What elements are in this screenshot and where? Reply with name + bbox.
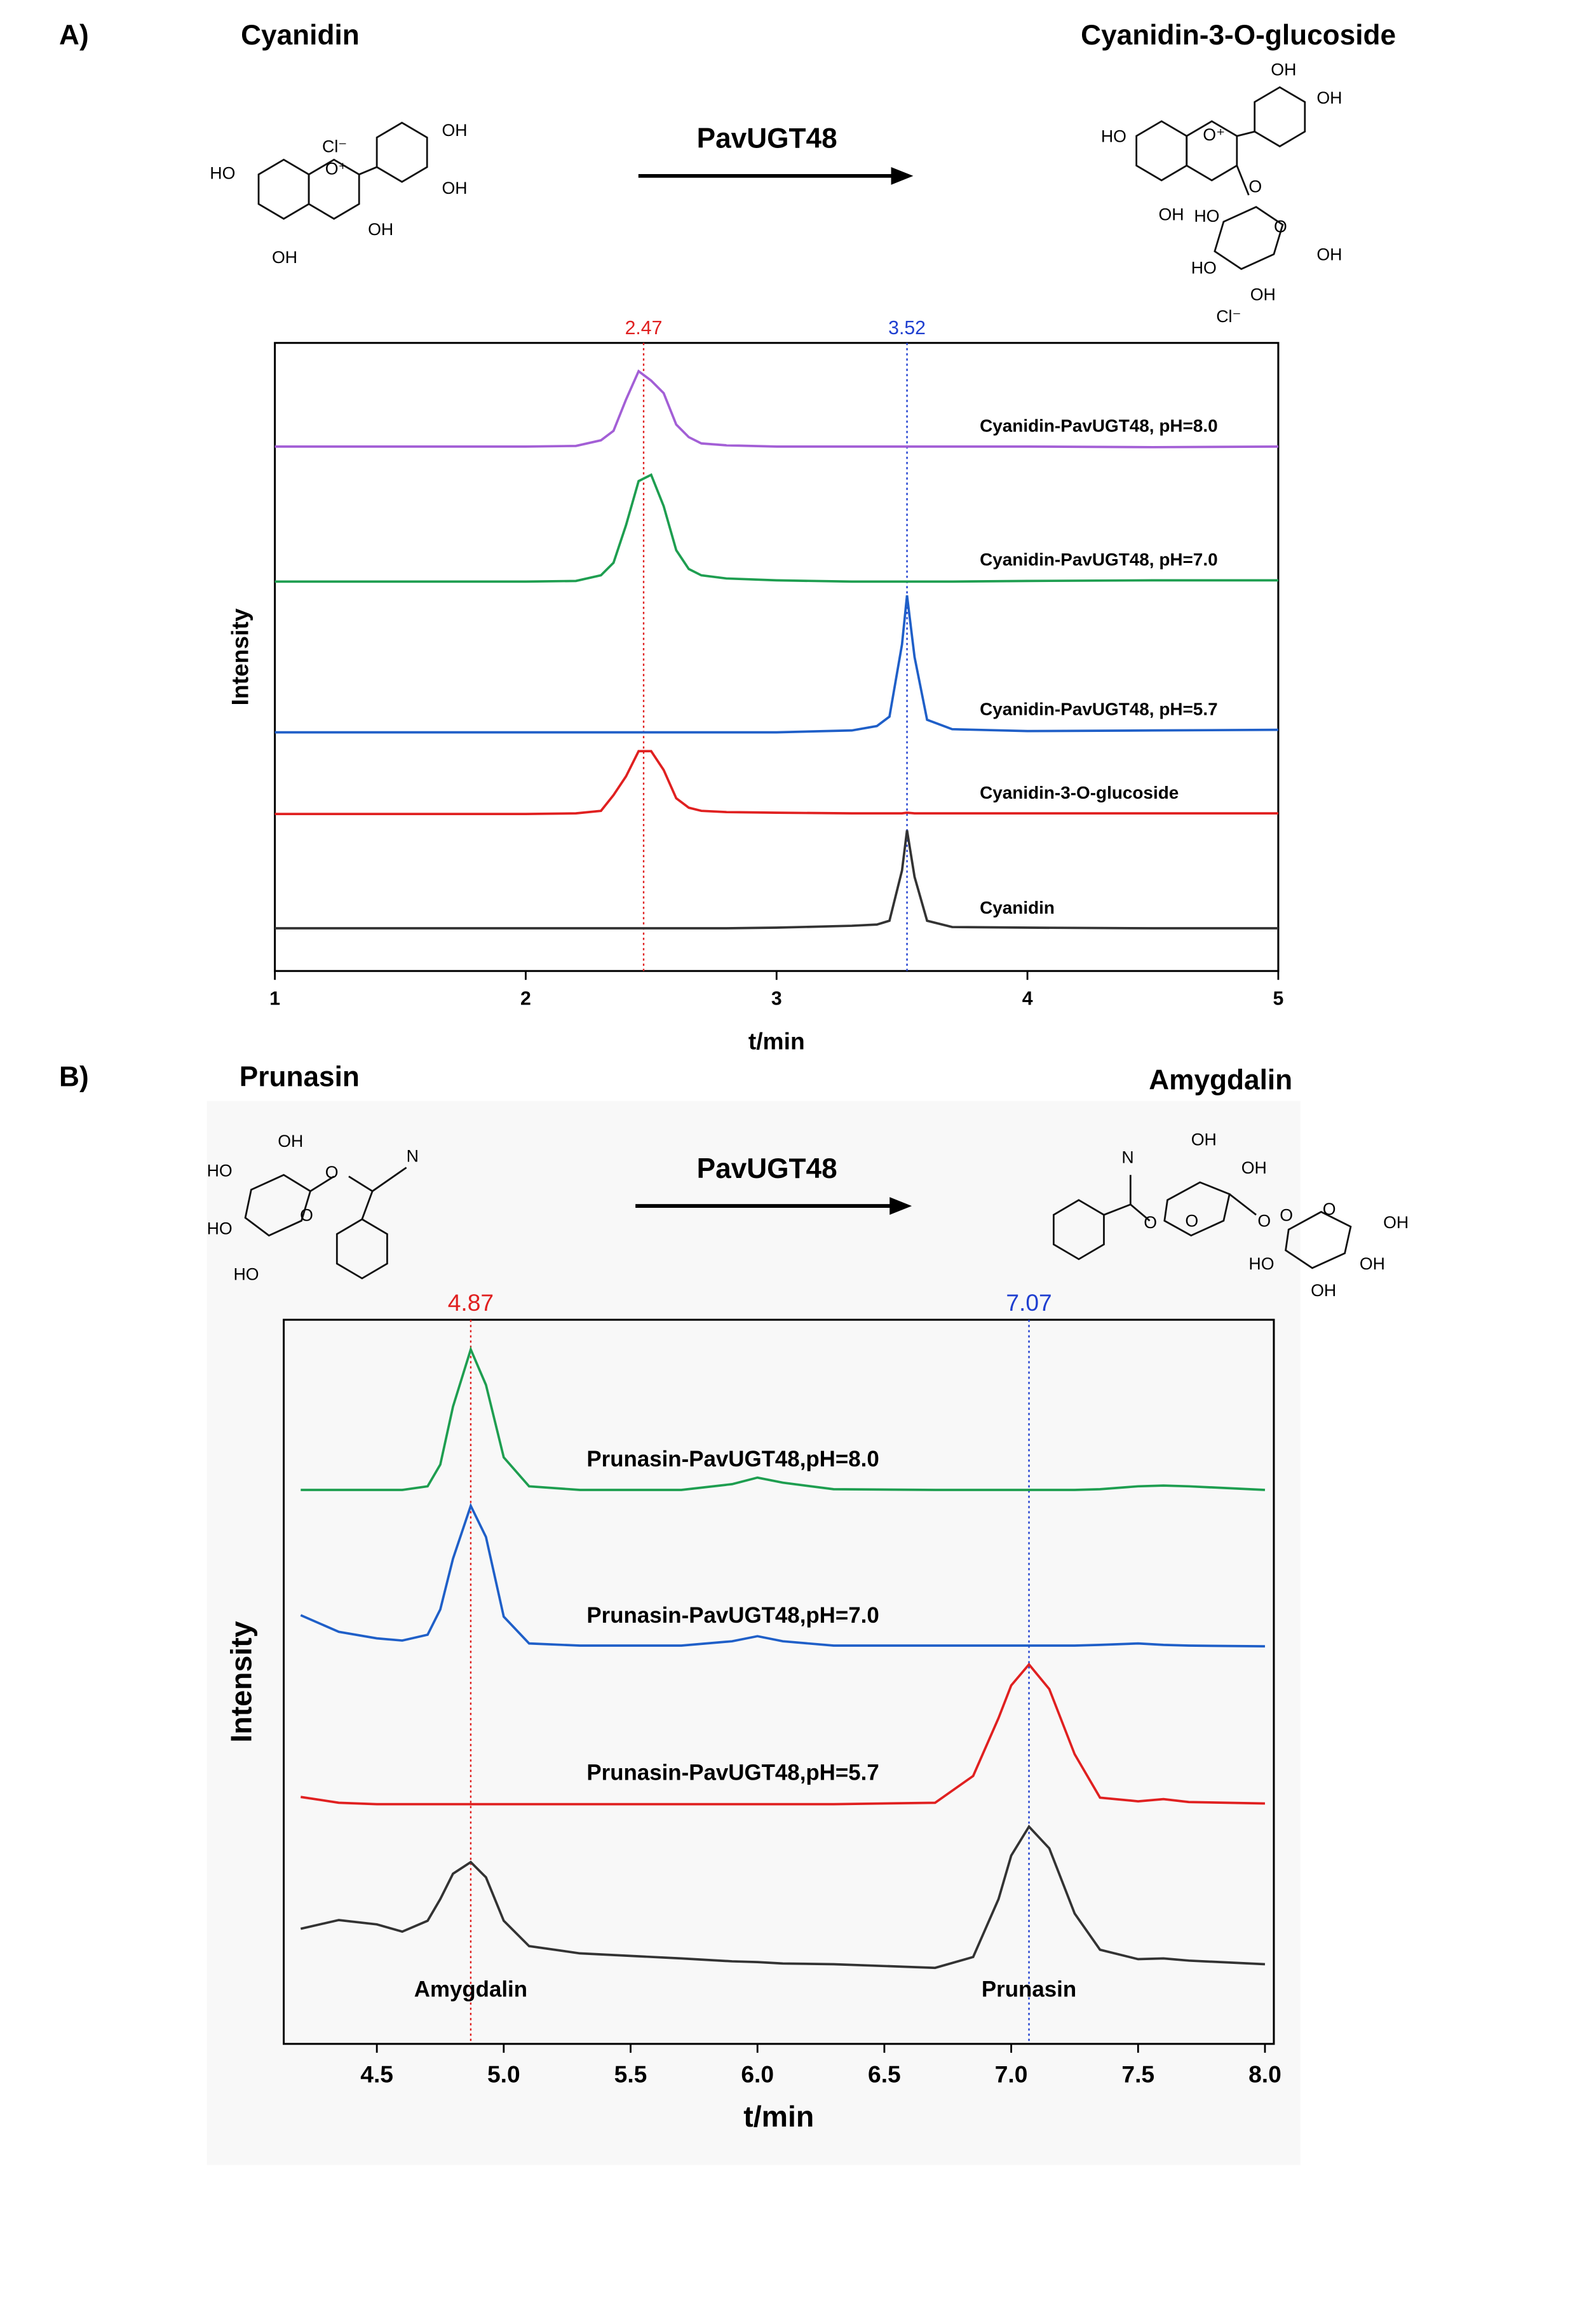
x-tick-label: 7.5 bbox=[1121, 2060, 1154, 2087]
trace-label: Cyanidin-PavUGT48, pH=8.0 bbox=[980, 416, 1218, 436]
y-axis-title: Intensity bbox=[227, 608, 254, 705]
x-axis-title: t/min bbox=[748, 1028, 805, 1055]
atom-label: HO bbox=[1194, 206, 1219, 226]
atom-label: HO bbox=[1101, 126, 1126, 145]
trace bbox=[301, 1662, 1266, 1806]
atom-label: OH bbox=[1241, 1158, 1267, 1177]
panel-label: A) bbox=[59, 20, 89, 51]
trace-label: Cyanidin-PavUGT48, pH=7.0 bbox=[980, 550, 1218, 569]
peak-label: Amygdalin bbox=[414, 1977, 527, 2001]
atom-label: O⁺ bbox=[1203, 125, 1225, 144]
x-tick-label: 8.0 bbox=[1248, 2060, 1282, 2087]
atom-label: Cl⁻ bbox=[1216, 307, 1241, 326]
x-tick-label: 5.5 bbox=[614, 2060, 647, 2087]
reference-label: 3.52 bbox=[888, 318, 926, 339]
atom-label: OH bbox=[442, 179, 467, 198]
x-tick-label: 7.0 bbox=[995, 2060, 1028, 2087]
atom-label: O bbox=[1144, 1213, 1157, 1232]
x-tick-label: 6.5 bbox=[868, 2060, 901, 2087]
reactant-name: Prunasin bbox=[240, 1062, 360, 1093]
atom-label: O⁺ bbox=[325, 159, 348, 179]
atom-label: OH bbox=[442, 121, 467, 140]
peak-label: Prunasin bbox=[982, 1977, 1076, 2001]
atom-label: N bbox=[407, 1146, 419, 1165]
trace-label: Prunasin-PavUGT48,pH=7.0 bbox=[586, 1603, 879, 1628]
enzyme-label: PavUGT48 bbox=[697, 123, 837, 154]
atom-label: OH bbox=[1383, 1213, 1409, 1232]
enzyme-label: PavUGT48 bbox=[697, 1153, 837, 1184]
trace bbox=[274, 473, 1278, 583]
atom-label: OH bbox=[1360, 1254, 1385, 1273]
atom-label: HO bbox=[210, 164, 235, 183]
atom-label: OH bbox=[368, 220, 393, 239]
atom-label: OH bbox=[1316, 88, 1342, 107]
y-axis-title: Intensity bbox=[224, 1621, 257, 1742]
atom-label: O bbox=[325, 1163, 339, 1182]
atom-label: O bbox=[1280, 1205, 1293, 1224]
atom-label: OH bbox=[278, 1132, 303, 1151]
plot-frame bbox=[274, 342, 1280, 972]
arrow-head bbox=[889, 1197, 912, 1215]
atom-label: O bbox=[1323, 1200, 1336, 1219]
trace-label: Prunasin-PavUGT48,pH=8.0 bbox=[586, 1447, 879, 1471]
x-tick-label: 3 bbox=[771, 989, 782, 1010]
arrow-head bbox=[891, 166, 914, 185]
atom-label: OH bbox=[1311, 1281, 1336, 1300]
reference-label: 2.47 bbox=[625, 318, 663, 339]
atom-label: O bbox=[1257, 1212, 1271, 1231]
atom-label: O bbox=[1248, 177, 1262, 196]
atom-label: O bbox=[300, 1205, 313, 1224]
atom-label: Cl⁻ bbox=[322, 137, 347, 156]
x-tick-label: 2 bbox=[520, 989, 531, 1010]
trace bbox=[300, 1824, 1266, 1970]
trace-label: Cyanidin-PavUGT48, pH=5.7 bbox=[980, 699, 1218, 719]
atom-label: OH bbox=[1271, 60, 1296, 79]
atom-label: O bbox=[1274, 217, 1287, 236]
trace bbox=[274, 750, 1278, 815]
x-tick-label: 4.5 bbox=[360, 2060, 393, 2087]
trace bbox=[301, 1346, 1266, 1491]
structure-prunasin bbox=[244, 1167, 407, 1280]
reference-label: 4.87 bbox=[448, 1289, 494, 1316]
structure-cyanidin-glucoside bbox=[1135, 86, 1306, 271]
atom-label: OH bbox=[272, 248, 297, 267]
x-tick-label: 5 bbox=[1273, 989, 1284, 1010]
atom-label: O bbox=[1185, 1212, 1198, 1231]
x-tick-label: 5.0 bbox=[487, 2060, 520, 2087]
trace bbox=[274, 595, 1278, 734]
x-axis-title: t/min bbox=[743, 2100, 814, 2133]
trace-label: Prunasin-PavUGT48,pH=5.7 bbox=[586, 1760, 879, 1785]
atom-label: HO bbox=[207, 1219, 233, 1238]
reactant-name: Cyanidin bbox=[241, 20, 360, 51]
x-tick-label: 1 bbox=[269, 989, 280, 1010]
x-tick-label: 4 bbox=[1022, 989, 1033, 1010]
plot-frame bbox=[283, 1318, 1275, 2045]
atom-label: OH bbox=[1250, 285, 1276, 304]
atom-label: HO bbox=[207, 1161, 233, 1181]
atom-label: OH bbox=[1316, 245, 1342, 264]
atom-label: HO bbox=[1248, 1254, 1274, 1273]
atom-label: N bbox=[1121, 1148, 1133, 1167]
trace bbox=[274, 369, 1278, 449]
structure-cyanidin bbox=[257, 121, 428, 220]
atom-label: OH bbox=[1191, 1130, 1217, 1149]
structure-amygdalin bbox=[1052, 1175, 1352, 1269]
panel-b-background bbox=[206, 1100, 1301, 2165]
panel-label: B) bbox=[59, 1062, 89, 1093]
reference-label: 7.07 bbox=[1006, 1289, 1052, 1316]
atom-label: HO bbox=[1191, 258, 1217, 277]
product-name: Amygdalin bbox=[1149, 1064, 1292, 1095]
trace bbox=[274, 830, 1278, 930]
product-name: Cyanidin-3-O-glucoside bbox=[1081, 20, 1396, 51]
x-tick-label: 6.0 bbox=[741, 2060, 774, 2087]
trace-label: Cyanidin-3-O-glucoside bbox=[980, 783, 1179, 802]
atom-label: OH bbox=[1159, 205, 1184, 224]
trace-label: Cyanidin bbox=[980, 898, 1055, 917]
trace bbox=[300, 1503, 1265, 1648]
atom-label: HO bbox=[233, 1264, 259, 1283]
